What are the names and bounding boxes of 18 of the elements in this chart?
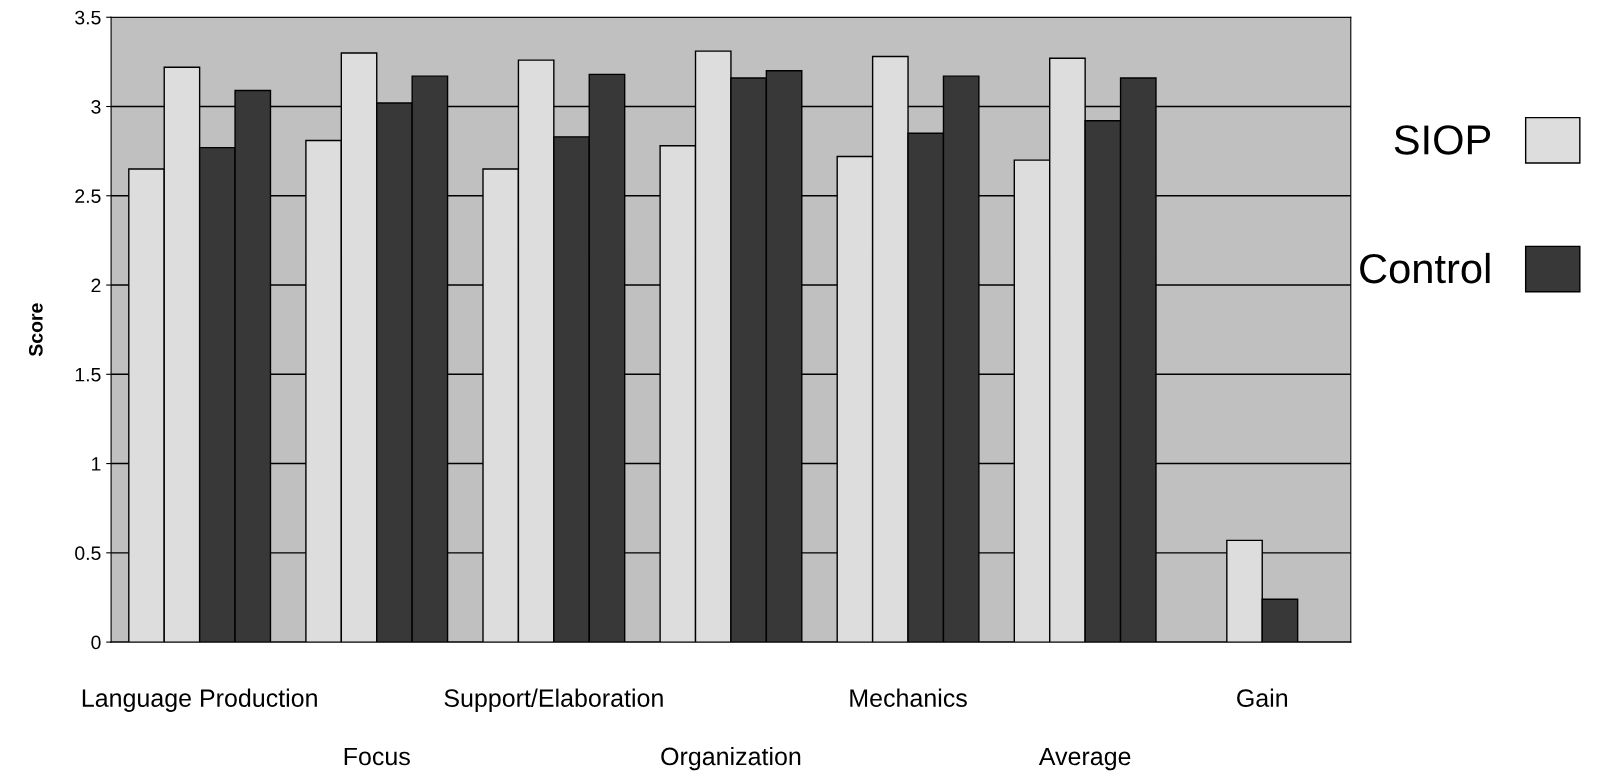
x-tick-label: Gain [1237,688,1288,707]
y-tick-label: 1.5 [75,367,101,382]
y-tick-label: 0 [91,635,101,650]
y-tick-label: 2 [91,278,101,293]
x-tick-label: Mechanics [850,688,967,707]
y-tick-label: 3 [91,99,101,114]
y-tick-label: 1 [92,457,101,471]
x-tick-label: Support/Elaboration [444,688,663,712]
y-tick-label: 2.5 [75,189,101,204]
y-tick-label: 3.5 [75,10,101,25]
y-axis-title: Score [28,303,43,357]
y-tick-label: 0.5 [75,546,101,561]
legend-label: SIOP [1394,125,1491,155]
x-tick-label: Focus [344,747,410,766]
x-tick-label: Organization [661,746,801,771]
legend-label: Control [1360,252,1490,284]
x-tick-label: Average [1038,747,1131,771]
x-tick-label: Language Production [82,688,317,712]
